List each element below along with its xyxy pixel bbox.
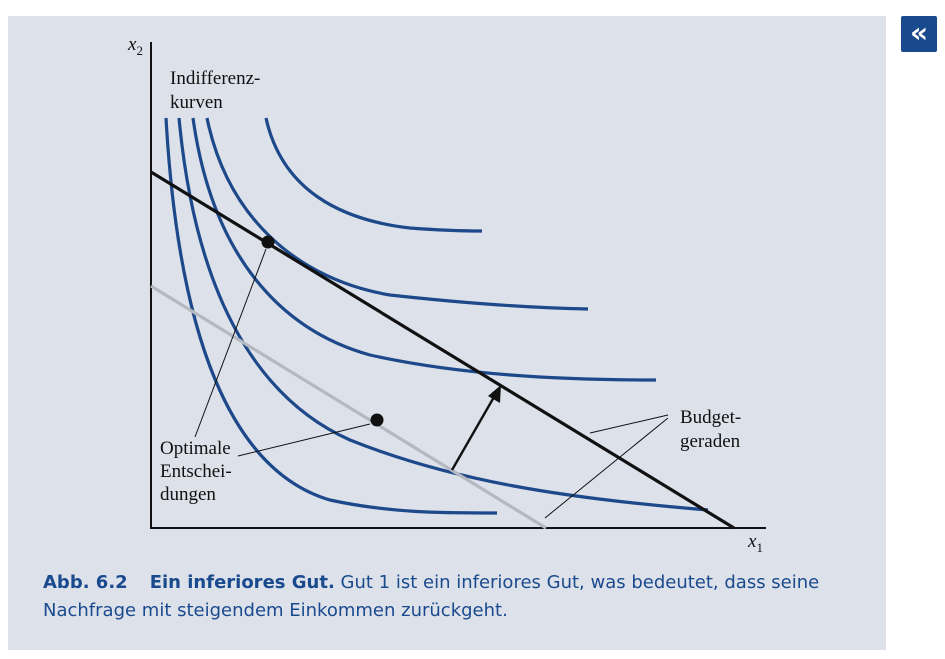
back-nav-icon[interactable]: « [901, 16, 937, 52]
caption-title: Ein inferiores Gut. [149, 572, 335, 593]
budget-line-old [150, 284, 547, 530]
budget-shift-arrow [450, 396, 496, 471]
y-axis-label: x2 [127, 34, 143, 58]
caption-number: Abb. 6.2 [43, 572, 128, 593]
budget-line-new [150, 170, 735, 530]
caption-text: Gut 1 ist ein inferiores Gut, was bedeut… [43, 572, 820, 621]
indifference-curve-1 [164, 117, 498, 515]
optimal-point-high [261, 235, 275, 249]
figure-caption: Abb. 6.2 Ein inferiores Gut. Gut 1 ist ei… [43, 569, 883, 625]
leader-budget-new [589, 414, 669, 434]
arrow-head-icon [488, 385, 501, 403]
label-indifference-curves: Indifferenz- kurven [170, 68, 265, 113]
indifference-curve-2 [177, 117, 709, 512]
indifference-curve-5 [264, 117, 483, 233]
indifference-curve-3 [191, 117, 657, 382]
leader-optimal-low [237, 423, 371, 457]
leader-budget-old [544, 417, 669, 519]
x-axis-label: x1 [747, 531, 763, 555]
optimal-point-low [370, 413, 384, 427]
indifference-curves [164, 117, 709, 515]
label-optimal-choices: Optimale Entschei- dungen [160, 438, 237, 505]
leader-optimal-high [194, 248, 267, 438]
label-budget-lines: Budget- geraden [680, 407, 746, 452]
indifference-curve-4 [205, 117, 589, 311]
figure-panel [8, 16, 886, 650]
